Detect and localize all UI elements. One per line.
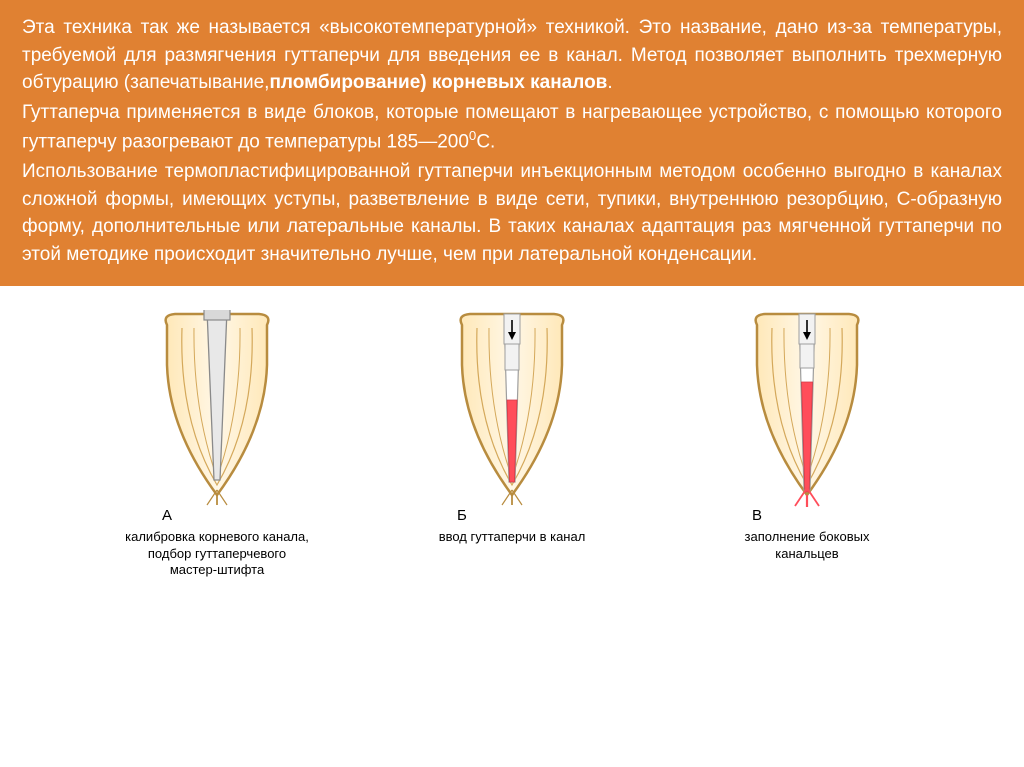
paragraph-2: Гуттаперча применяется в виде блоков, ко… — [22, 99, 1002, 156]
tooth-c-svg: В — [737, 310, 877, 525]
paragraph-1: Эта техника так же называется «высокотем… — [22, 14, 1002, 97]
tooth-a-letter: А — [162, 507, 172, 524]
p2-end: С. — [476, 132, 495, 153]
p1-bold: пломбирование) корневых каналов — [269, 72, 607, 93]
tooth-b-svg: Б — [442, 310, 582, 525]
diagram-area: А калибровка корневого канала,подбор гут… — [0, 286, 1024, 578]
paragraph-3: Использование термопластифицированной гу… — [22, 158, 1002, 268]
text-panel: Эта техника так же называется «высокотем… — [0, 0, 1024, 286]
tooth-c-block: В заполнение боковыхканальцев — [707, 310, 907, 578]
tooth-c-caption: заполнение боковыхканальцев — [745, 529, 870, 562]
tooth-c-letter: В — [752, 507, 762, 524]
tooth-b-caption: ввод гуттаперчи в канал — [439, 529, 586, 545]
tooth-b-letter: Б — [457, 507, 467, 524]
p1-end: . — [607, 72, 612, 93]
tooth-a-svg: А — [147, 310, 287, 525]
p2-text: Гуттаперча применяется в виде блоков, ко… — [22, 102, 1002, 153]
tooth-a-caption: калибровка корневого канала,подбор гутта… — [125, 529, 309, 578]
tooth-b-block: Б ввод гуттаперчи в канал — [412, 310, 612, 578]
tooth-a-block: А калибровка корневого канала,подбор гут… — [117, 310, 317, 578]
